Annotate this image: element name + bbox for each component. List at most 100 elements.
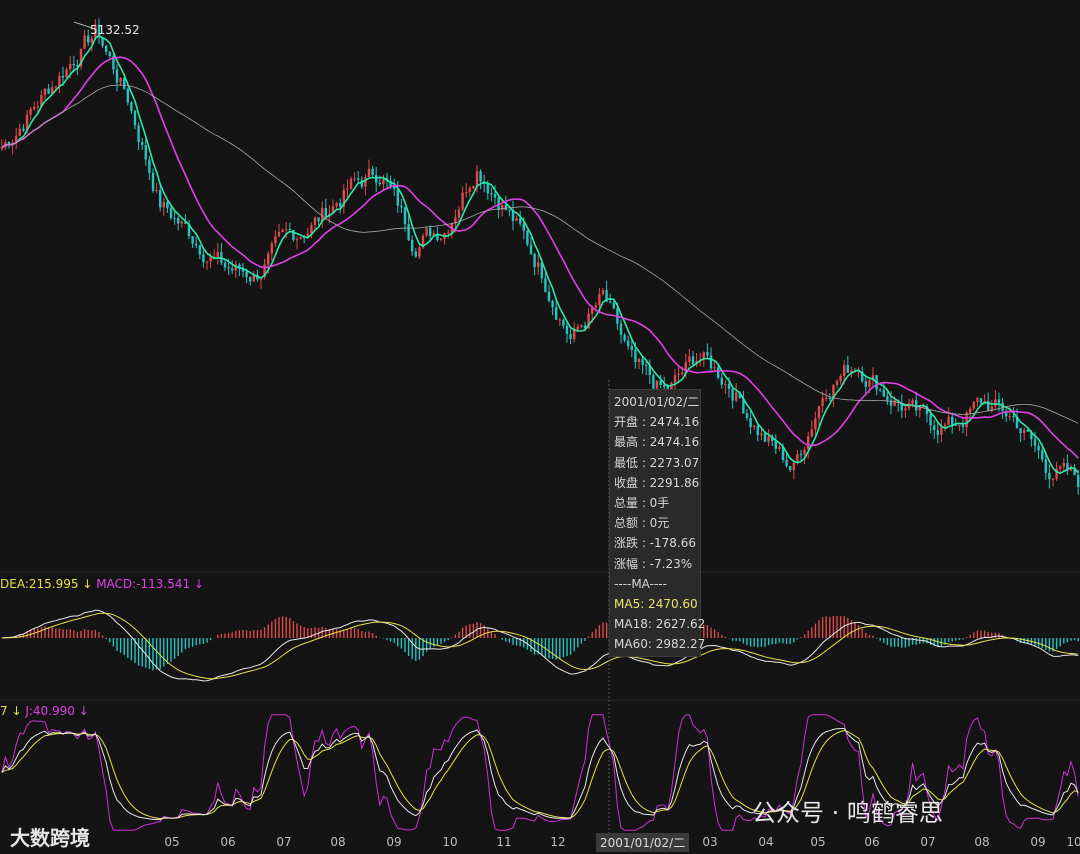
- candle-body: [393, 186, 396, 189]
- candle-body: [403, 207, 407, 225]
- candle-body: [367, 168, 371, 178]
- candle-body: [951, 416, 954, 425]
- candle-body: [155, 190, 158, 192]
- candle-body: [799, 454, 803, 456]
- candle-body: [677, 374, 680, 376]
- candle-body: [504, 205, 507, 211]
- candle-body: [238, 264, 241, 269]
- candle-body: [706, 352, 709, 356]
- candle-body: [223, 262, 227, 268]
- candle-body: [29, 108, 32, 115]
- x-tick-label: 08: [974, 835, 989, 849]
- candle-body: [169, 208, 173, 218]
- candle-body: [1033, 439, 1037, 446]
- x-tick-label: 05: [810, 835, 825, 849]
- candle-body: [245, 271, 248, 278]
- candle-body: [465, 191, 468, 193]
- candle-body: [522, 223, 525, 231]
- candle-body: [267, 253, 270, 265]
- candle-body: [889, 400, 893, 406]
- candle-body: [857, 371, 860, 373]
- candle-body: [468, 188, 471, 192]
- candle-body: [472, 186, 475, 189]
- candle-body: [576, 326, 579, 330]
- candle-body: [691, 356, 695, 365]
- candle-body: [371, 168, 374, 176]
- x-tick-label: 04: [758, 835, 773, 849]
- candle-body: [1026, 429, 1029, 432]
- candle-body: [497, 197, 500, 210]
- candle-body: [187, 223, 191, 237]
- candle-body: [745, 413, 749, 418]
- candle-body: [1023, 429, 1026, 434]
- candle-body: [972, 401, 975, 409]
- candle-body: [79, 48, 83, 67]
- candle-body: [1048, 472, 1051, 480]
- candle-body: [292, 230, 295, 240]
- candle-body: [817, 406, 821, 419]
- x-tick-label: 08: [330, 835, 345, 849]
- candle-body: [1012, 416, 1015, 418]
- kdj-d-arrow: ↓: [7, 704, 26, 718]
- candle-body: [526, 230, 529, 245]
- candle-body: [400, 205, 403, 208]
- candle-body: [976, 398, 979, 402]
- candle-body: [457, 209, 461, 218]
- candle-body: [339, 203, 342, 207]
- candle-body: [562, 319, 565, 326]
- tooltip-date: 2001/01/02/二: [614, 395, 700, 409]
- candle-body: [421, 235, 425, 248]
- candle-body: [911, 400, 914, 404]
- candle-body: [133, 110, 137, 126]
- watermark-left: 大数跨境: [10, 826, 90, 850]
- candle-body: [583, 325, 587, 329]
- tooltip-ma18: MA18: 2627.62: [614, 617, 706, 632]
- tooltip-volume: 总量 : 0手: [614, 495, 670, 510]
- candle-body: [540, 262, 543, 279]
- candle-body: [25, 114, 29, 131]
- candle-body: [418, 247, 421, 257]
- candle-body: [425, 227, 428, 236]
- candle-body: [317, 217, 320, 222]
- candle-body: [598, 294, 601, 306]
- candle-body: [612, 302, 615, 309]
- candle-body: [861, 371, 864, 382]
- x-tick-label: 06: [220, 835, 235, 849]
- candle-body: [785, 459, 788, 467]
- candle-body: [1001, 402, 1004, 411]
- tooltip-open: 开盘 : 2474.16: [614, 415, 700, 430]
- candle-body: [702, 352, 705, 360]
- candle-body: [965, 412, 968, 428]
- candle-body: [72, 63, 75, 66]
- candle-body: [306, 233, 309, 238]
- candle-body: [324, 207, 327, 217]
- candle-body: [623, 334, 626, 341]
- candle-body: [835, 381, 839, 386]
- candle-body: [1077, 475, 1080, 487]
- tooltip-ma60: MA60: 2982.27: [614, 637, 706, 652]
- kdj-d-line: [1, 729, 1079, 820]
- candle-body: [810, 429, 813, 437]
- candle-body: [166, 202, 169, 209]
- candle-body: [33, 107, 36, 109]
- peak-marker: [73, 21, 93, 29]
- candle-body: [767, 436, 770, 442]
- tooltip-high: 最高 : 2474.16: [614, 435, 700, 450]
- candle-body: [663, 384, 666, 387]
- candle-body: [673, 375, 677, 383]
- candle-body: [501, 205, 504, 210]
- candle-body: [961, 425, 965, 428]
- candle-body: [580, 325, 583, 327]
- candle-body: [871, 375, 875, 381]
- candle-body: [493, 193, 497, 198]
- candle-body: [774, 440, 777, 449]
- candle-body: [382, 178, 385, 185]
- candle-body: [205, 261, 209, 263]
- candle-body: [893, 400, 896, 406]
- candle-body: [778, 447, 781, 449]
- candle-body: [335, 203, 338, 207]
- candle-body: [1037, 445, 1040, 451]
- ma-line-ma18: [1, 56, 1079, 459]
- candle-body: [213, 256, 216, 258]
